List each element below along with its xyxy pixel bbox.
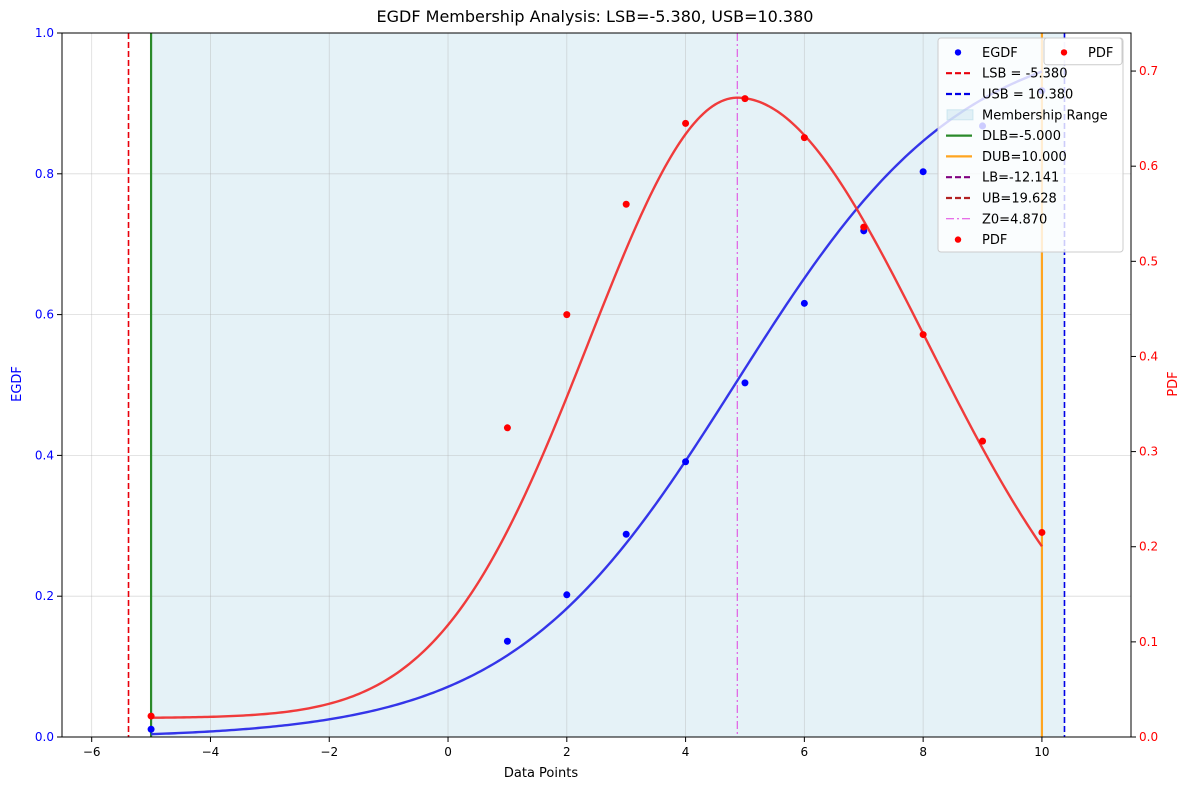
legend-label: DLB=-5.000 — [982, 129, 1061, 144]
pdf-point — [622, 200, 630, 208]
pdf-point — [503, 424, 511, 432]
pdf-point — [919, 331, 927, 339]
legend-marker — [954, 236, 962, 243]
legend-label: PDF — [1088, 46, 1113, 61]
legend-label: LB=-12.141 — [982, 171, 1059, 186]
y-tick-right-label: 0.0 — [1139, 730, 1158, 744]
legend-label: UB=19.628 — [982, 192, 1057, 207]
pdf-point — [979, 437, 987, 445]
egdf-point — [503, 637, 511, 645]
y-tick-left-label: 0.4 — [35, 448, 54, 462]
legend-label: Membership Range — [982, 108, 1108, 123]
x-tick-label: −6 — [83, 745, 101, 759]
y-tick-left-label: 0.8 — [35, 167, 54, 181]
y-tick-right-label: 0.2 — [1139, 540, 1158, 554]
chart-title: EGDF Membership Analysis: LSB=-5.380, US… — [377, 7, 814, 26]
pdf-point — [800, 134, 808, 142]
y-axis-left-label: EGDF — [10, 366, 25, 402]
y-tick-right-label: 0.6 — [1139, 159, 1158, 173]
y-tick-left-label: 1.0 — [35, 26, 54, 40]
x-tick-label: −4 — [202, 745, 220, 759]
egdf-curve — [151, 70, 1043, 736]
legend-left-box — [937, 37, 1124, 253]
legend-label: LSB = -5.380 — [982, 67, 1067, 82]
x-axis-label: Data Points — [504, 766, 578, 781]
legend-marker — [1060, 49, 1068, 56]
y-axis-right-label: PDF — [1166, 371, 1181, 396]
y-tick-right-label: 0.3 — [1139, 445, 1158, 459]
legend-right-box — [1043, 37, 1123, 66]
x-tick-label: −2 — [320, 745, 338, 759]
egdf-point — [622, 530, 630, 538]
x-tick-label: 4 — [682, 745, 690, 759]
egdf-point — [682, 458, 690, 466]
y-tick-right-label: 0.7 — [1139, 64, 1158, 78]
pdf-point — [860, 223, 868, 231]
legend-label: DUB=10.000 — [982, 150, 1067, 165]
pdf-point — [1038, 528, 1046, 536]
legend-label: PDF — [982, 233, 1007, 248]
egdf-point — [563, 591, 571, 599]
legend-marker — [954, 49, 962, 56]
legend-right: PDF — [1043, 37, 1123, 66]
legend-left: EGDF LSB = -5.380 USB = 10.380 Membership R… — [937, 37, 1124, 253]
pdf-curve — [151, 96, 1043, 719]
y-tick-left-label: 0.2 — [35, 589, 54, 603]
egdf-point — [147, 725, 155, 733]
pdf-point — [682, 119, 690, 127]
x-tick-label: 8 — [919, 745, 927, 759]
axes-frame — [61, 32, 1132, 738]
pdf-point — [563, 311, 571, 319]
egdf-point — [919, 168, 927, 176]
y-tick-left-label: 0.0 — [35, 730, 54, 744]
legend-patch — [946, 109, 974, 121]
x-tick-label: 10 — [1034, 745, 1049, 759]
egdf-point — [741, 379, 749, 387]
pdf-point — [147, 712, 155, 720]
y-tick-right-label: 0.4 — [1139, 349, 1158, 363]
egdf-point — [800, 299, 808, 307]
y-tick-left-label: 0.6 — [35, 308, 54, 322]
x-tick-label: 0 — [444, 745, 452, 759]
y-tick-right-label: 0.1 — [1139, 635, 1158, 649]
legend-label: EGDF — [982, 46, 1018, 61]
legend-label: USB = 10.380 — [982, 88, 1073, 103]
pdf-point — [741, 95, 749, 103]
legend-label: Z0=4.870 — [982, 212, 1047, 227]
y-tick-right-label: 0.5 — [1139, 254, 1158, 268]
x-tick-label: 6 — [801, 745, 809, 759]
x-tick-label: 2 — [563, 745, 571, 759]
